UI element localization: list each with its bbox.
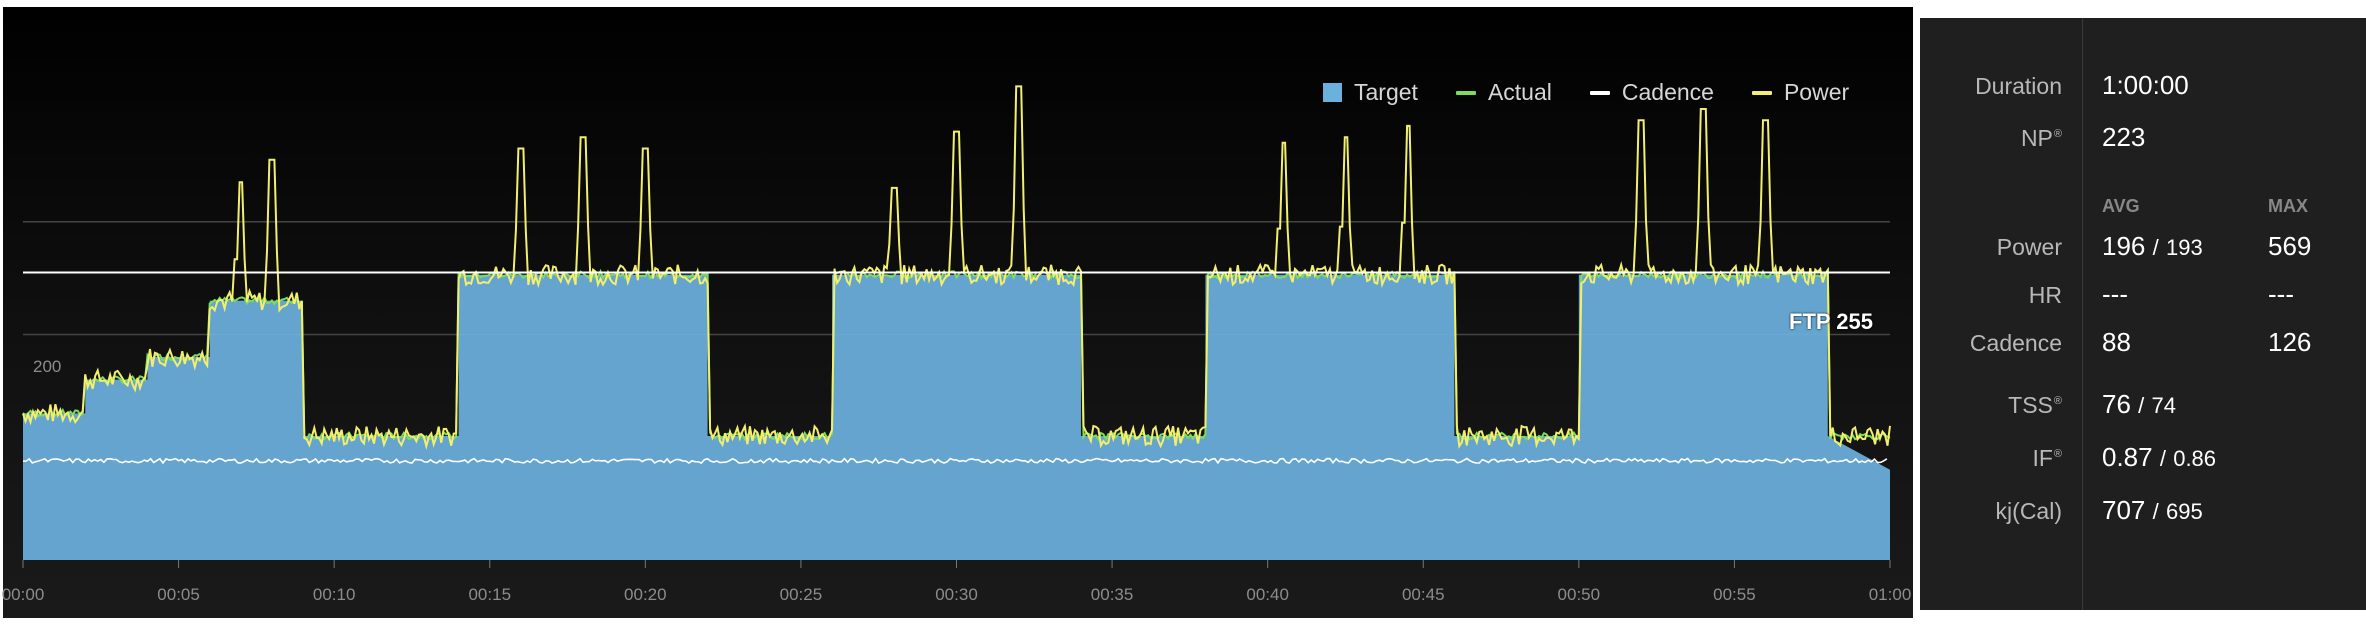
legend-power[interactable]: Power [1751, 79, 1850, 106]
tss-registered-mark: ® [2053, 395, 2062, 408]
cadence-line [22, 457, 1888, 465]
stats-divider [2082, 18, 2083, 610]
cadence-max: 126 [2268, 327, 2312, 357]
np-registered-mark: ® [2053, 128, 2062, 141]
cadence-label: Cadence [1969, 330, 2062, 356]
np-label: NP® [2020, 125, 2062, 151]
x-tick-label: 00:15 [468, 585, 512, 604]
hr-label: HR [2028, 282, 2062, 308]
x-tick-label: 00:10 [312, 585, 356, 604]
duration-label: Duration [1975, 73, 2062, 99]
legend-cadence-label: Cadence [1621, 79, 1714, 105]
power-swatch [1751, 90, 1772, 95]
legend-actual-label: Actual [1487, 79, 1552, 105]
hr-avg: --- [2102, 279, 2128, 309]
actual-swatch [1455, 90, 1476, 95]
kj-value: 707 / 695 [2102, 495, 2203, 525]
power-label: Power [1996, 234, 2062, 260]
tss-value: 76 / 74 [2102, 389, 2176, 419]
x-tick-label: 00:45 [1401, 585, 1445, 604]
chart-legend: Target Actual Cadence Power [1323, 79, 1849, 106]
power-avg: 196 / 193 [2102, 231, 2203, 261]
x-tick-label: 00:00 [1, 585, 45, 604]
legend-target[interactable]: Target [1323, 79, 1418, 106]
max-header: MAX [2268, 196, 2308, 216]
target-swatch [1323, 83, 1342, 102]
cadence-swatch [1589, 90, 1610, 95]
tss-label: TSS® [2008, 392, 2062, 418]
np-value: 223 [2102, 122, 2146, 152]
if-value: 0.87 / 0.86 [2102, 442, 2217, 472]
ftp-label: FTP 255 [1789, 309, 1873, 334]
avg-header: AVG [2102, 196, 2140, 216]
x-tick-label: 00:50 [1557, 585, 1601, 604]
legend-actual[interactable]: Actual [1455, 79, 1552, 106]
x-tick-label: 00:40 [1246, 585, 1289, 604]
if-registered-mark: ® [2053, 448, 2062, 461]
power-max: 569 [2268, 231, 2312, 261]
kj-label: kj(Cal) [1995, 498, 2062, 524]
legend-cadence[interactable]: Cadence [1589, 79, 1714, 106]
legend-power-label: Power [1783, 79, 1850, 105]
power-line [22, 85, 1891, 451]
cadence-avg: 88 [2102, 327, 2131, 357]
target-area [23, 274, 1890, 560]
x-tick-label: 00:30 [935, 585, 978, 604]
x-tick-label: 00:35 [1090, 585, 1134, 604]
legend-target-label: Target [1354, 79, 1418, 105]
x-tick-label: 00:05 [157, 585, 200, 604]
workout-chart: Target Actual Cadence Power 200 FTP 255 … [1, 7, 1913, 618]
if-label: IF® [2032, 445, 2062, 471]
x-tick-label: 00:25 [779, 585, 823, 604]
stats-panel: Duration 1:00:00 NP® 223 AVG MAX Power 1… [1920, 18, 2366, 610]
duration-value: 1:00:00 [2102, 70, 2189, 100]
x-tick-label: 01:00 [1868, 585, 1912, 604]
y-tick-200: 200 [33, 357, 62, 376]
x-tick-label: 00:20 [624, 585, 667, 604]
hr-max: --- [2268, 279, 2294, 309]
chart-canvas [22, 85, 1891, 568]
x-tick-label: 00:55 [1713, 585, 1756, 604]
